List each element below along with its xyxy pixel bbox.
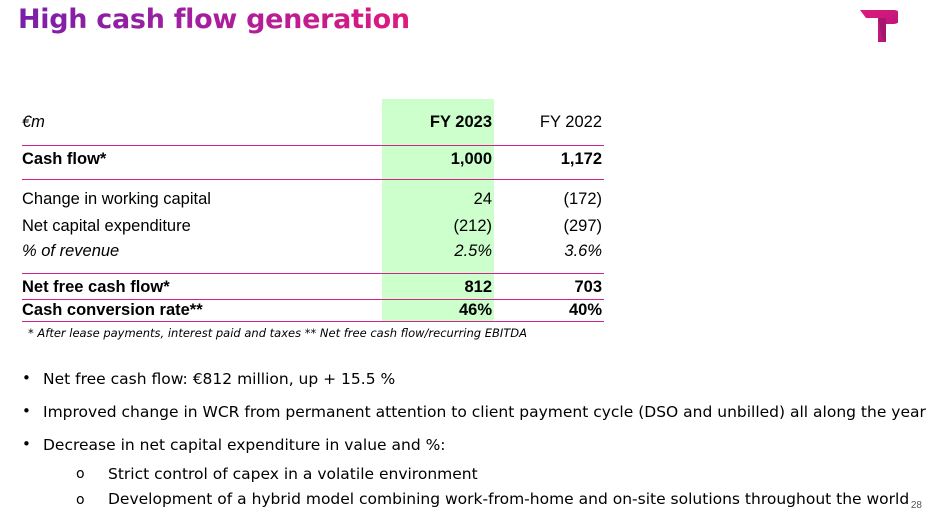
row-value-fy2022: 703 xyxy=(574,278,602,296)
sub-bullet-item: Strict control of capex in a volatile en… xyxy=(108,465,478,483)
unit-label: €m xyxy=(22,113,45,131)
table-row: Net capital expenditure (212) (297) xyxy=(22,217,604,239)
bullet-item: Net free cash flow: €812 million, up + 1… xyxy=(43,370,396,388)
table-row: Cash conversion rate** 46% 40% xyxy=(22,301,604,323)
row-value-fy2023: (212) xyxy=(453,217,492,235)
bullet-item: Decrease in net capital expenditure in v… xyxy=(43,436,446,454)
row-label: Net free cash flow* xyxy=(22,278,170,296)
row-label: % of revenue xyxy=(22,242,120,260)
sub-bullet-marker: o xyxy=(76,492,85,508)
row-value-fy2022: 1,172 xyxy=(560,150,602,168)
table-row: % of revenue 2.5% 3.6% xyxy=(22,242,604,264)
section-rule xyxy=(22,273,604,274)
row-value-fy2022: 3.6% xyxy=(564,242,602,260)
col-fy2022-header: FY 2022 xyxy=(539,113,602,131)
table-row: Net free cash flow* 812 703 xyxy=(22,278,604,300)
row-value-fy2022: (172) xyxy=(563,190,602,208)
row-value-fy2023: 46% xyxy=(458,301,492,319)
bullet-marker: • xyxy=(22,369,31,387)
bullet-marker: • xyxy=(22,402,31,420)
table-header-row: €m FY 2023 FY 2022 xyxy=(22,113,604,135)
row-label: Change in working capital xyxy=(22,190,211,208)
table-row: Cash flow* 1,000 1,172 xyxy=(22,150,604,172)
teleperformance-logo xyxy=(860,10,898,42)
table-footnote: * After lease payments, interest paid an… xyxy=(28,326,527,340)
row-value-fy2022: (297) xyxy=(563,217,602,235)
fy2023-highlight-column xyxy=(382,99,494,321)
table-row: Change in working capital 24 (172) xyxy=(22,190,604,212)
row-value-fy2022: 40% xyxy=(568,301,602,319)
row-label: Cash conversion rate** xyxy=(22,301,203,319)
page-number: 28 xyxy=(910,500,922,511)
row-label: Net capital expenditure xyxy=(22,217,191,235)
row-value-fy2023: 24 xyxy=(473,190,492,208)
sub-bullet-item: Development of a hybrid model combining … xyxy=(108,490,910,508)
table-bottom-rule xyxy=(22,321,604,322)
row-value-fy2023: 1,000 xyxy=(450,150,492,168)
row-value-fy2023: 812 xyxy=(464,278,492,296)
section-rule xyxy=(22,179,604,180)
row-value-fy2023: 2.5% xyxy=(454,242,492,260)
page-title: High cash flow generation xyxy=(18,4,410,35)
bullet-marker: • xyxy=(22,435,31,453)
col-fy2023-header: FY 2023 xyxy=(429,113,492,131)
header-rule xyxy=(22,145,604,146)
sub-bullet-marker: o xyxy=(76,466,85,482)
bullet-item: Improved change in WCR from permanent at… xyxy=(43,403,926,421)
row-label: Cash flow* xyxy=(22,150,107,168)
row-rule xyxy=(22,299,604,300)
